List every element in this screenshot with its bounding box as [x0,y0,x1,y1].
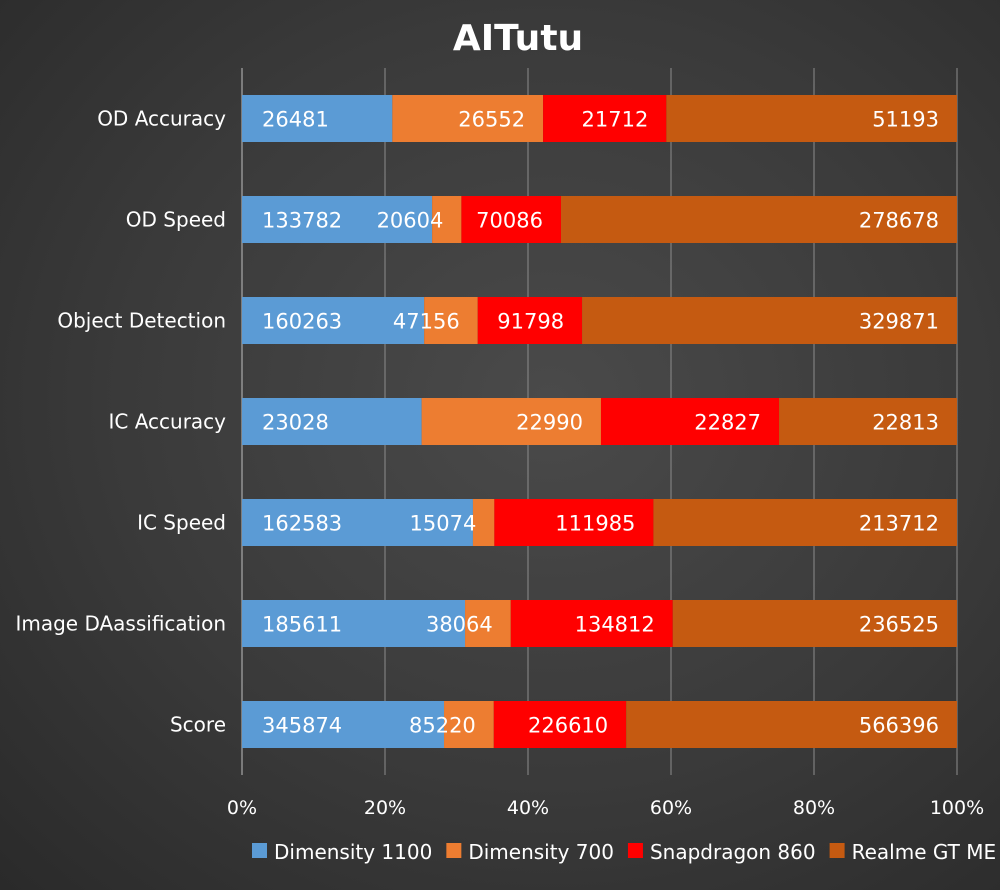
bar-segment [242,499,473,546]
data-label: 85220 [409,714,476,738]
category-label: Object Detection [57,309,226,333]
category-label: Score [170,713,226,737]
bar-segment [465,600,511,647]
data-label: 26481 [262,108,329,132]
legend-label: Dimensity 700 [468,840,614,864]
bar-segment [242,196,433,243]
bar-segment [242,600,466,647]
bar-segment [477,297,583,344]
bar-segment [392,95,544,142]
data-label: 91798 [497,310,564,334]
x-tick-label: 60% [650,797,692,819]
x-tick-label: 100% [930,797,984,819]
data-label: 566396 [859,714,939,738]
category-labels: OD Accuracy OD Speed Object Detection IC Ac… [15,107,226,737]
bar-segment [510,600,673,647]
category-label: Image DAassification [15,612,226,636]
bar-segment [582,297,957,344]
data-label: 26552 [458,108,525,132]
bar-segment [421,398,601,445]
data-label: 22990 [516,411,583,435]
legend-swatch [252,843,267,858]
data-label: 22813 [872,411,939,435]
data-label: 15074 [410,512,477,536]
legend-label: Realme GT ME [852,840,997,864]
data-label: 226610 [528,714,608,738]
data-label: 236525 [859,613,939,637]
data-label: 111985 [555,512,635,536]
data-label: 160263 [262,310,342,334]
data-label: 133782 [262,209,342,233]
data-label: 51193 [872,108,939,132]
bar-segment [242,398,422,445]
data-label: 38064 [426,613,493,637]
data-label: 134812 [575,613,655,637]
data-label: 162583 [262,512,342,536]
legend-swatch [829,843,845,858]
legend-swatch [446,843,462,858]
data-label: 278678 [859,209,939,233]
bar-segment [666,95,957,142]
legend-swatch [627,843,643,858]
category-label: OD Speed [126,208,226,232]
bar-segment [626,701,957,748]
data-label: 329871 [859,310,939,334]
x-tick-label: 20% [364,797,406,819]
bar-segment [653,499,957,546]
bar-segment [600,398,780,445]
legend: Dimensity 1100 Dimensity 700 Snapdragon 86… [252,840,996,864]
data-label: 20604 [377,209,444,233]
x-axis-ticks: 0% 20% 40% 60% 80% 100% [227,797,984,819]
data-label: 47156 [393,310,460,334]
bar-segment [444,701,494,748]
bar-segment [242,297,425,344]
bar-segment [493,701,627,748]
legend-label: Dimensity 1100 [274,840,432,864]
chart-title: AITutu [453,18,583,59]
bar-segment [461,196,561,243]
data-label: 23028 [262,411,329,435]
bars: 26481 26552 21712 51193 133782 20604 70086 2786… [242,95,957,748]
bar-segment [779,398,957,445]
bar-segment [672,600,957,647]
category-label: IC Speed [137,511,226,535]
x-tick-label: 40% [507,797,549,819]
bar-segment [424,297,478,344]
bar-segment [432,196,462,243]
bar-segment [242,95,393,142]
x-tick-label: 0% [227,797,257,819]
data-label: 213712 [859,512,939,536]
category-label: OD Accuracy [97,107,226,131]
bar-segment [543,95,667,142]
bar-segment [560,196,957,243]
bar-segment [242,701,445,748]
data-label: 345874 [262,714,342,738]
data-label: 21712 [582,108,649,132]
x-tick-label: 80% [793,797,835,819]
category-label: IC Accuracy [108,410,226,434]
legend-label: Snapdragon 860 [650,840,816,864]
data-label: 70086 [476,209,543,233]
bar-segment [494,499,654,546]
bar-segment [472,499,495,546]
data-label: 185611 [262,613,342,637]
data-label: 22827 [694,411,761,435]
